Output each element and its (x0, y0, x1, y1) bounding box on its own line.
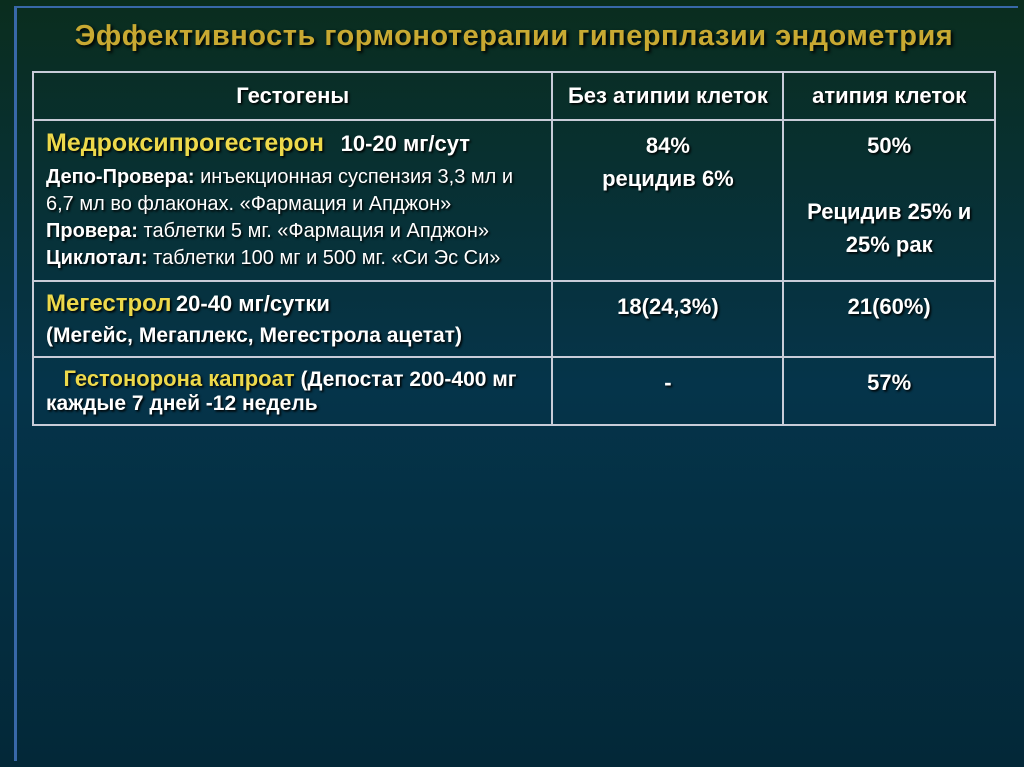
slide-frame (14, 6, 1018, 761)
